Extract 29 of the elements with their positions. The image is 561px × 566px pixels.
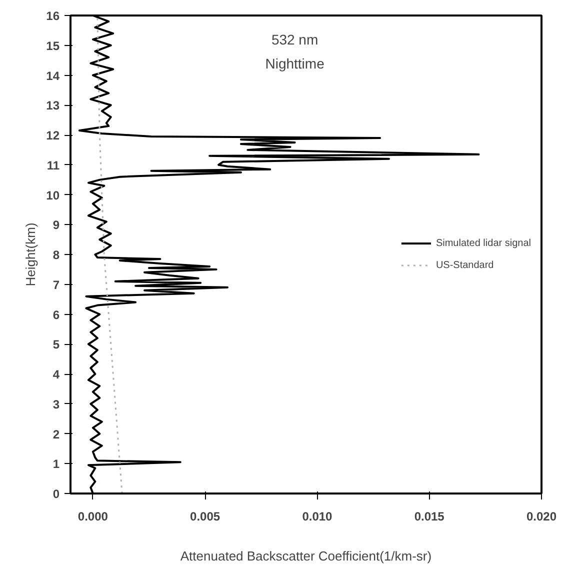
x-tick-label: 0.000 — [78, 510, 108, 524]
y-tick-label: 3 — [52, 397, 60, 412]
x-tick-label: 0.015 — [414, 510, 445, 524]
y-tick-label: 6 — [52, 308, 60, 322]
y-tick-label: 15 — [46, 38, 60, 53]
y-tick-label: 14 — [46, 68, 60, 83]
y-tick-label: 2 — [52, 427, 60, 442]
y-tick-label: 8 — [52, 248, 60, 262]
y-tick-label: 5 — [52, 338, 60, 352]
x-tick-label: 0.005 — [190, 510, 220, 524]
y-tick-label: 16 — [46, 9, 60, 23]
y-tick-label: 11 — [46, 158, 60, 172]
x-tick-label: 0.010 — [302, 510, 333, 524]
y-tick-label: 13 — [46, 98, 60, 113]
x-axis-title: Attenuated Backscatter Coefficient(1/km-sr) — [180, 548, 432, 564]
y-tick-label: 12 — [46, 128, 60, 142]
y-tick-label: 9 — [52, 218, 60, 232]
y-tick-label: 4 — [52, 368, 60, 382]
annotation: 532 nm — [271, 31, 318, 48]
line-series — [96, 16, 123, 494]
y-tick-label: 7 — [52, 278, 60, 292]
y-tick-label: 0 — [52, 487, 60, 501]
legend-label: Simulated lidar signal — [436, 238, 531, 248]
x-tick-label: 0.020 — [526, 510, 557, 524]
annotation: Nighttime — [265, 55, 325, 72]
y-axis-title: Height(km) — [23, 222, 38, 286]
y-tick-label: 1 — [52, 457, 60, 472]
y-tick-label: 10 — [46, 188, 60, 202]
legend-label: US-Standard — [436, 260, 494, 270]
